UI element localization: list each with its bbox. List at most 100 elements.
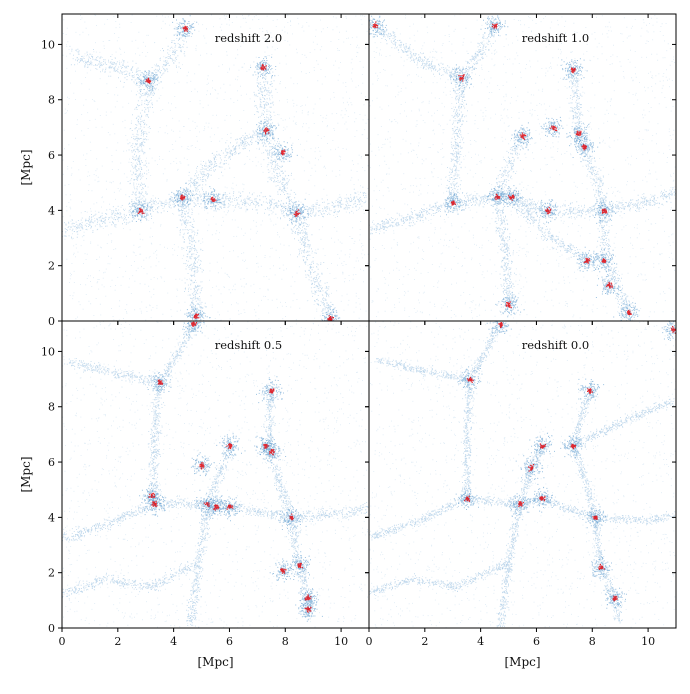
y-tick-label: 4 <box>48 511 55 524</box>
halo-cloud <box>369 14 387 38</box>
halo-15 <box>295 586 319 612</box>
panel-frame-1 <box>368 13 677 322</box>
halo-cloud <box>495 292 525 318</box>
halo-core <box>280 568 287 574</box>
halo-cloud <box>259 440 287 464</box>
halo-core <box>269 448 275 456</box>
halo-5 <box>453 487 480 510</box>
halo-core <box>199 462 205 470</box>
filament-5 <box>62 200 151 239</box>
filament-3 <box>262 386 316 620</box>
filament-8 <box>369 558 510 596</box>
y-tick-label: 2 <box>48 260 55 273</box>
y-tick-label: 10 <box>41 345 55 358</box>
filament-3 <box>564 65 636 319</box>
halo-6 <box>190 452 217 477</box>
halo-cloud <box>195 489 222 516</box>
halo-core <box>263 127 270 135</box>
halo-10 <box>203 495 230 519</box>
halo-core <box>583 257 591 264</box>
filament-5 <box>369 495 468 541</box>
filament-2 <box>492 194 517 309</box>
halo-core <box>570 67 576 74</box>
halo-6 <box>509 493 532 517</box>
halo-core <box>297 562 303 569</box>
halo-core <box>293 209 301 217</box>
halo-0 <box>172 15 198 40</box>
halo-core <box>464 495 471 502</box>
x-tick-label: 8 <box>589 635 596 648</box>
x-tick-label: 8 <box>282 635 289 648</box>
halo-core <box>605 281 614 289</box>
halo-core <box>505 301 512 309</box>
filament-6 <box>290 186 369 223</box>
y-axis-label-bottom: [Mpc] <box>19 456 33 492</box>
halo-13 <box>283 551 311 576</box>
halo-cloud <box>184 302 211 321</box>
halo-core <box>213 504 220 511</box>
halo-core <box>327 315 334 321</box>
halo-core <box>372 21 379 29</box>
halo-14 <box>576 246 599 272</box>
y-tick-label: 0 <box>48 315 55 328</box>
halo-10 <box>444 187 467 216</box>
halo-9 <box>591 556 613 580</box>
halo-8 <box>486 182 511 214</box>
halo-1 <box>480 14 509 36</box>
halo-4 <box>271 138 298 167</box>
halo-core <box>191 321 198 327</box>
halo-core <box>545 206 552 215</box>
halo-cloud <box>566 118 591 147</box>
halo-core <box>210 196 217 202</box>
filament-7 <box>370 20 467 86</box>
halo-10 <box>603 587 627 609</box>
halo-core <box>137 208 145 215</box>
halo-cloud <box>661 321 676 341</box>
halo-core <box>226 504 234 510</box>
x-tick-label: 2 <box>114 635 121 648</box>
panel-0 <box>62 14 369 321</box>
halo-core <box>519 132 527 140</box>
panel-3 <box>369 321 676 628</box>
halo-8 <box>142 493 170 517</box>
x-tick-label: 4 <box>170 635 177 648</box>
halo-3 <box>529 432 555 459</box>
halo-core <box>491 23 498 29</box>
halo-core <box>539 496 546 502</box>
halo-2 <box>256 376 284 404</box>
halo-6 <box>203 186 226 210</box>
halo-core <box>157 379 163 385</box>
halo-cloud <box>509 493 532 517</box>
halo-cloud <box>560 435 586 459</box>
halo-12 <box>276 506 307 530</box>
x-tick-label: 10 <box>641 635 655 648</box>
halo-core <box>145 77 152 84</box>
halo-core <box>498 322 504 328</box>
halo-cloud <box>444 187 467 216</box>
halo-cloud <box>532 483 558 513</box>
halo-6 <box>566 118 591 147</box>
halo-9 <box>184 302 211 321</box>
panel-title-2: redshift 0.5 <box>215 338 282 352</box>
x-tick-label: 0 <box>366 635 373 648</box>
halo-core <box>182 25 189 32</box>
y-tick-label: 8 <box>48 94 55 107</box>
y-tick-label: 6 <box>48 149 55 162</box>
halo-3 <box>255 120 280 144</box>
halo-10 <box>321 306 341 321</box>
halo-9 <box>500 185 522 211</box>
filament-1 <box>463 493 599 521</box>
filament-0 <box>460 322 504 501</box>
halo-cloud <box>572 137 601 163</box>
halo-cloud <box>142 493 170 517</box>
halo-core <box>304 594 312 601</box>
filament-6 <box>287 502 369 523</box>
y-axis-label-top: [Mpc] <box>19 149 33 185</box>
halo-14 <box>269 558 298 583</box>
y-tick-label: 6 <box>48 456 55 469</box>
halo-core <box>458 74 465 82</box>
panel-frame-3 <box>368 320 677 629</box>
x-tick-label: 6 <box>226 635 233 648</box>
halo-cloud <box>250 56 277 79</box>
halo-core <box>260 64 267 71</box>
